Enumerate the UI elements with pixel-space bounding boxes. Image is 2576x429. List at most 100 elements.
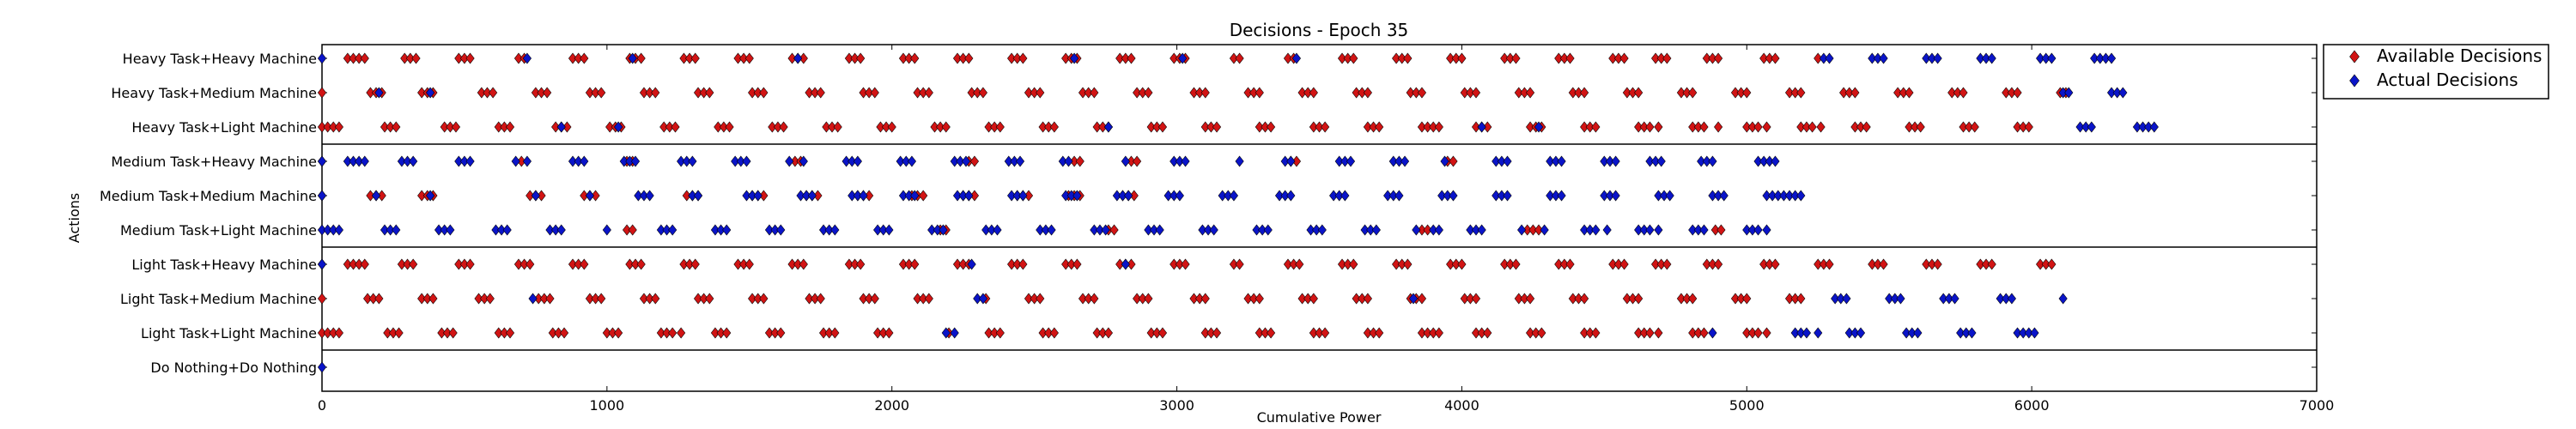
data-point [793, 258, 803, 270]
data-point [580, 155, 589, 167]
data-point [1460, 87, 1469, 99]
data-point [978, 87, 987, 99]
data-point [2007, 293, 2016, 305]
data-point [668, 224, 677, 236]
data-point [334, 224, 343, 236]
data-point [1534, 224, 1544, 236]
data-point [824, 327, 834, 339]
data-point [446, 224, 455, 236]
data-point [1902, 327, 1911, 339]
data-point [556, 224, 566, 236]
data-point [1742, 224, 1752, 236]
data-point [343, 258, 352, 270]
x-tick-label: 5000 [1729, 397, 1765, 414]
data-point [731, 155, 740, 167]
data-point [1303, 293, 1313, 305]
data-point [1976, 258, 1985, 270]
data-point [636, 258, 646, 270]
data-point [1856, 121, 1866, 133]
data-point [853, 155, 862, 167]
data-point [1466, 224, 1475, 236]
data-point [1503, 190, 1512, 202]
data-point [502, 224, 512, 236]
data-point [1349, 258, 1358, 270]
data-point [1742, 293, 1752, 305]
data-point [639, 190, 649, 202]
data-point [1759, 155, 1769, 167]
data-point [1249, 293, 1259, 305]
data-point [1437, 190, 1447, 202]
data-point [1639, 327, 1649, 339]
data-point [394, 327, 404, 339]
data-point [1112, 190, 1121, 202]
data-point [1688, 87, 1698, 99]
data-point [887, 121, 896, 133]
data-point [1397, 258, 1406, 270]
data-point [446, 121, 455, 133]
data-point [480, 293, 489, 305]
data-point [411, 52, 421, 64]
data-point [710, 224, 720, 236]
data-point [574, 155, 583, 167]
data-point [1762, 121, 1771, 133]
data-point [1500, 52, 1510, 64]
data-point [1714, 52, 1723, 64]
data-point [677, 155, 686, 167]
data-point [2047, 52, 2057, 64]
data-point [1959, 87, 1968, 99]
data-point [1170, 52, 1179, 64]
data-point [1574, 87, 1583, 99]
data-point [1654, 190, 1663, 202]
data-point [386, 224, 395, 236]
data-point [491, 224, 501, 236]
data-point [710, 327, 720, 339]
data-point [1297, 293, 1307, 305]
data-point [913, 87, 922, 99]
data-point [459, 258, 469, 270]
data-point [1408, 293, 1419, 305]
data-point [1066, 258, 1076, 270]
data-point [1252, 224, 1261, 236]
data-point [519, 258, 529, 270]
data-point [1090, 87, 1099, 99]
data-point [1163, 190, 1173, 202]
data-point [1816, 121, 1826, 133]
data-point [1371, 224, 1381, 236]
data-point [1189, 293, 1199, 305]
data-point [693, 293, 703, 305]
data-point [2002, 293, 2011, 305]
data-point [608, 327, 617, 339]
legend-marker [2349, 50, 2360, 63]
data-point [870, 87, 879, 99]
data-point [1500, 258, 1510, 270]
data-point [969, 155, 980, 167]
data-point [1423, 121, 1432, 133]
data-point [639, 293, 649, 305]
legend-label: Available Decisions [2377, 45, 2542, 66]
data-point [1066, 190, 1076, 202]
data-point [1181, 258, 1190, 270]
data-point [360, 258, 369, 270]
data-point [1200, 121, 1210, 133]
data-point [1369, 121, 1378, 133]
data-point [1497, 155, 1506, 167]
data-point [1036, 224, 1045, 236]
data-point [1730, 87, 1741, 99]
data-point [605, 121, 615, 133]
data-point [1559, 52, 1569, 64]
data-point [1309, 293, 1318, 305]
data-point [1394, 190, 1404, 202]
data-point [799, 52, 808, 64]
data-point [936, 121, 945, 133]
data-point [927, 224, 937, 236]
data-point [1477, 224, 1486, 236]
data-point [545, 224, 555, 236]
data-point [1885, 293, 1894, 305]
data-point [597, 87, 606, 99]
data-point [688, 190, 697, 202]
data-point [1611, 190, 1620, 202]
data-point [1676, 293, 1686, 305]
data-point [630, 258, 641, 270]
data-point [924, 87, 933, 99]
data-point [1520, 87, 1529, 99]
